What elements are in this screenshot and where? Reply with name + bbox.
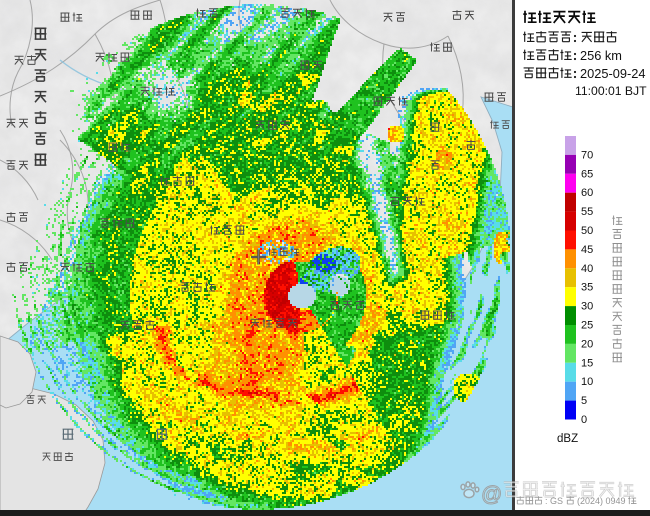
svg-text:10: 10: [581, 376, 593, 388]
svg-text:(2024) 0949: (2024) 0949: [577, 496, 626, 506]
svg-text:11:00:01 BJT: 11:00:01 BJT: [575, 84, 647, 98]
svg-text:70: 70: [581, 149, 593, 161]
svg-text:5: 5: [581, 395, 587, 407]
svg-text:@: @: [481, 483, 502, 506]
svg-text:0: 0: [581, 414, 587, 426]
svg-text:35: 35: [581, 282, 593, 294]
svg-text:: GS: : GS: [545, 496, 563, 506]
svg-text:50: 50: [581, 225, 593, 237]
svg-text:2025-09-24: 2025-09-24: [580, 66, 645, 81]
svg-text:65: 65: [581, 168, 593, 180]
svg-text:dBZ: dBZ: [557, 433, 578, 445]
svg-text:40: 40: [581, 263, 593, 275]
svg-text:45: 45: [581, 244, 593, 256]
svg-text:30: 30: [581, 301, 593, 313]
svg-text:55: 55: [581, 206, 593, 218]
svg-text:15: 15: [581, 357, 593, 369]
svg-text:20: 20: [581, 338, 593, 350]
svg-text:60: 60: [581, 187, 593, 199]
svg-text:25: 25: [581, 320, 593, 332]
svg-text:256 km: 256 km: [580, 48, 622, 63]
